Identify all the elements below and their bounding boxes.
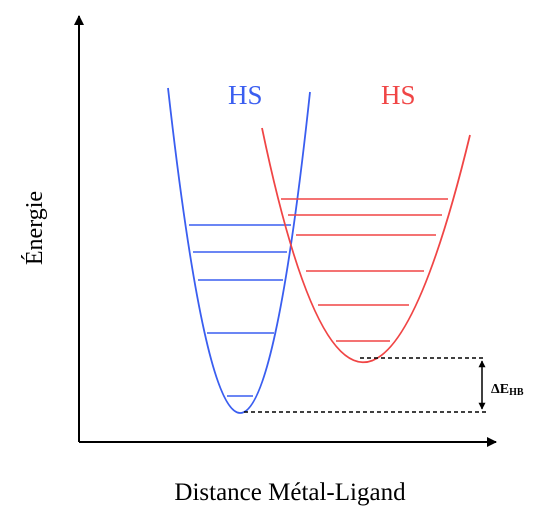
y-axis-label: Énergie [22, 191, 48, 265]
delta-energy-subscript: HB [509, 387, 524, 398]
right-well-curve [261, 127, 471, 363]
left-well-levels [189, 224, 291, 397]
delta-energy-label: ΔEHB [491, 382, 524, 398]
left-well-label: HS [228, 80, 263, 110]
left-well-curve [167, 87, 311, 414]
x-axis-label: Distance Métal-Ligand [174, 479, 406, 506]
delta-energy-symbol: ΔE [491, 382, 509, 397]
right-well-label: HS [381, 80, 416, 110]
right-well-levels [281, 198, 448, 342]
